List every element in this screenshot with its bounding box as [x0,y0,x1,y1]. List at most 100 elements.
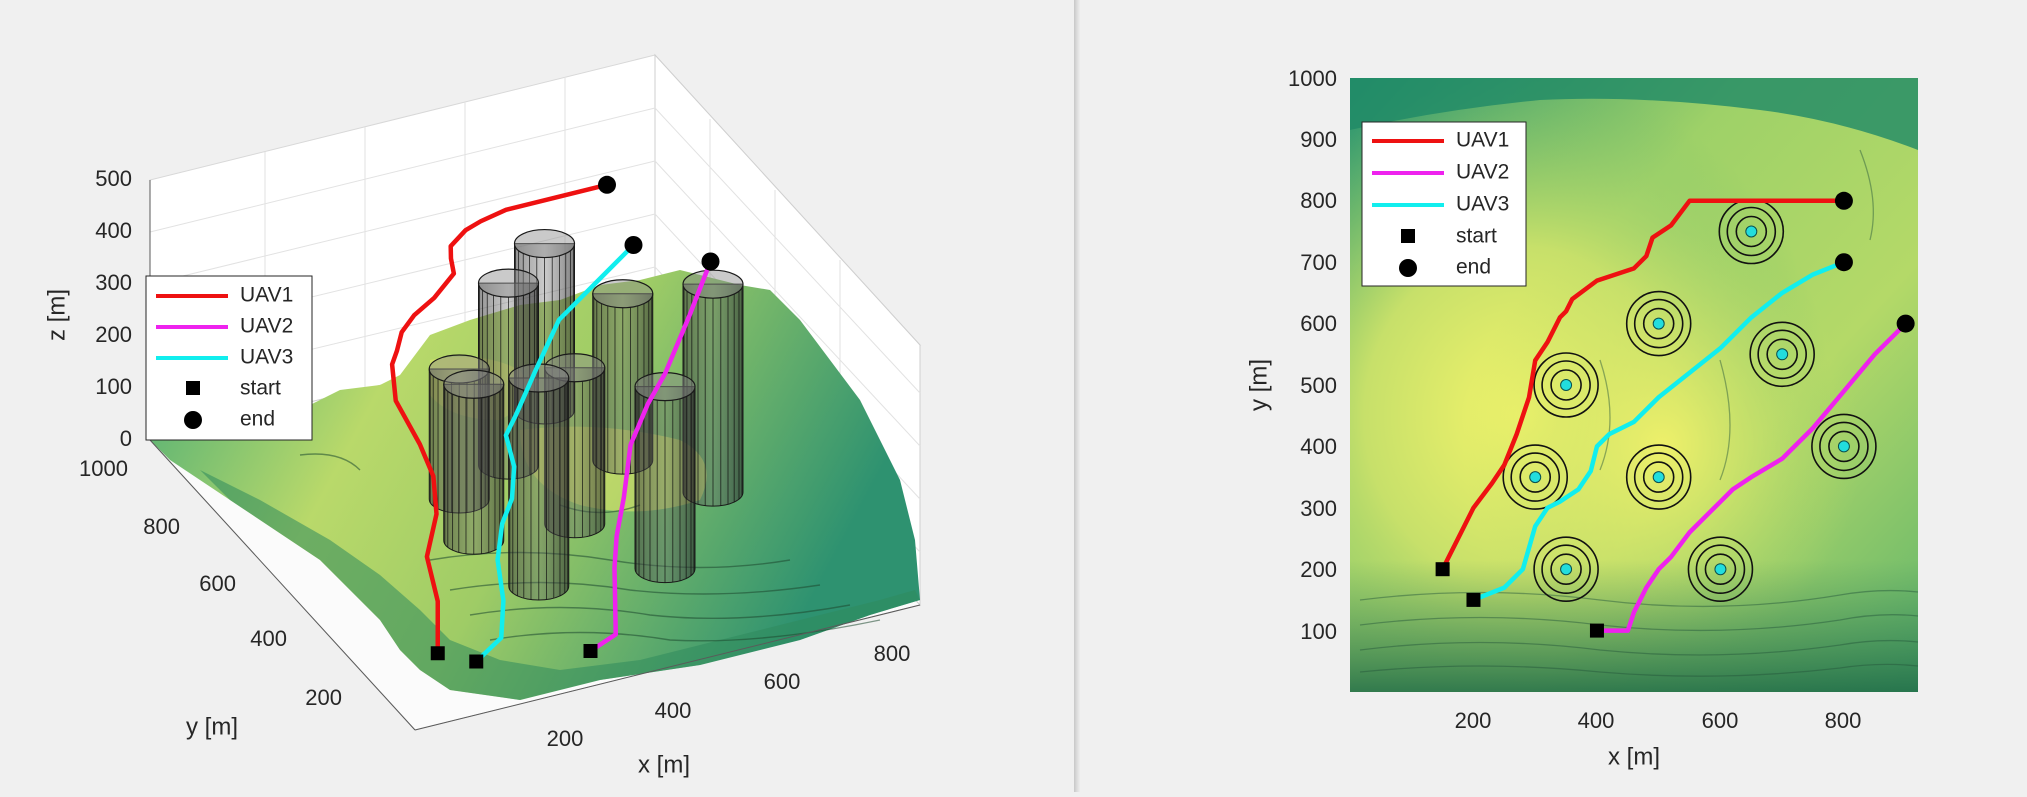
threat-ring [1625,444,1692,510]
y-axis-label: y [m] [186,713,238,740]
threat-ring [1633,452,1684,502]
threat-ring [1642,307,1675,340]
threat-center [1714,563,1727,576]
z-tick-label: 400 [95,218,132,243]
figure-3d: 0 100 200 300 400 500 z [m] 1000 800 600… [0,0,1074,792]
threat-zone [1502,444,1569,510]
start-marker [1466,592,1481,607]
x-axis-2d: 200 400 600 800 x [m] [1455,708,1862,771]
y-tick-label: 600 [1300,311,1337,336]
legend-swatch-start [1401,229,1415,243]
path-line [1440,198,1844,571]
cylinder-top [477,268,540,298]
cylinder-top [592,279,654,309]
threat-ring [1533,536,1599,603]
path-line [1472,260,1845,602]
cylinder-top [428,354,490,384]
path-line [589,260,713,653]
y-axis: 1000 800 600 400 200 y [m] [79,439,416,740]
x-tick-label: 200 [547,726,584,751]
threat-ring [1735,215,1768,248]
legend-3d[interactable]: UAV1 UAV2 UAV3 start end [145,275,313,441]
threat-ring [1819,421,1869,472]
start-marker [1435,562,1450,577]
y-tick-label: 1000 [1288,66,1337,91]
z-tick-label: 100 [95,374,132,399]
threat-cylinder [508,363,570,601]
threat-ring [1633,298,1684,349]
x-tick-label: 600 [764,669,801,694]
legend-label: end [1456,256,1491,279]
threat-cylinder [634,372,696,584]
x-axis-label: x [m] [1608,743,1660,770]
path-line [1596,322,1908,633]
z-tick-label: 300 [95,270,132,295]
x-axis: 200 400 600 800 x [m] [414,604,921,778]
threat-cylinder [682,269,744,507]
x-tick-label: 800 [874,641,911,666]
threat-ring [1510,452,1561,502]
legend-label: start [240,377,281,400]
threat-center [1776,348,1789,361]
y-tick-label: 800 [143,514,180,539]
plot-2d[interactable]: 100 200 300 400 500 600 700 800 900 1000… [1080,0,2027,792]
start-marker [469,654,484,669]
threat-ring [1642,461,1675,493]
end-marker [701,252,720,271]
start-marker [430,646,445,661]
threat-zone [1749,321,1815,388]
threat-ring [1550,553,1582,586]
end-marker [1834,253,1853,272]
plot-3d[interactable]: 0 100 200 300 400 500 z [m] 1000 800 600… [0,0,1074,792]
threat-zone [1533,536,1599,603]
y-tick-label: 400 [1300,434,1337,459]
y-tick-label: 800 [1300,188,1337,213]
y-tick-label: 600 [199,571,236,596]
cylinder-top [513,228,576,259]
threat-ring [1726,206,1777,257]
threat-center [1652,317,1665,330]
threat-center [1837,440,1850,453]
uav-path-uav1 [389,175,616,661]
y-tick-label: 900 [1300,127,1337,152]
threat-zone [1687,536,1754,603]
legend-label: start [1456,225,1497,248]
x-axis-label: x [m] [638,751,690,778]
threat-center [1560,563,1573,576]
end-marker [624,236,643,254]
legend-swatch-end [1399,259,1417,277]
threat-ring [1704,553,1737,586]
legend-swatch-end [184,411,202,429]
threat-zone [1625,444,1692,510]
y-tick-label: 400 [250,626,287,651]
legend-label: UAV3 [1456,193,1509,216]
threat-ring [1541,544,1591,595]
threat-center [1652,471,1665,484]
legend-2d[interactable]: UAV1 UAV2 UAV3 start end [1361,121,1527,287]
path-line [474,243,636,664]
threat-ring [1828,430,1860,463]
threat-rings-2d [1502,198,1877,603]
path-line [389,182,608,654]
uav-path-uav3 [469,236,643,669]
end-marker [1834,191,1853,210]
x-tick-label: 400 [1578,708,1615,733]
end-marker [598,175,616,194]
figure-divider[interactable] [1074,0,1080,792]
threat-ring [1550,369,1582,401]
z-tick-label: 200 [95,322,132,347]
end-marker [1896,314,1915,333]
uav-paths-3d [389,175,720,669]
threat-ring [1625,290,1692,357]
cylinder-top [443,369,505,399]
y-axis-2d: 100 200 300 400 500 600 700 800 900 1000… [1245,66,1337,644]
legend-label: UAV2 [1456,161,1509,184]
x-tick-label: 800 [1825,708,1862,733]
y-tick-label: 200 [1300,557,1337,582]
legend-label: UAV3 [240,346,293,369]
uav-path-uav2 [583,252,720,658]
threat-ring [1749,321,1815,388]
uav-paths-2d [1435,191,1915,638]
start-marker [1589,623,1604,638]
threat-ring [1502,444,1569,510]
